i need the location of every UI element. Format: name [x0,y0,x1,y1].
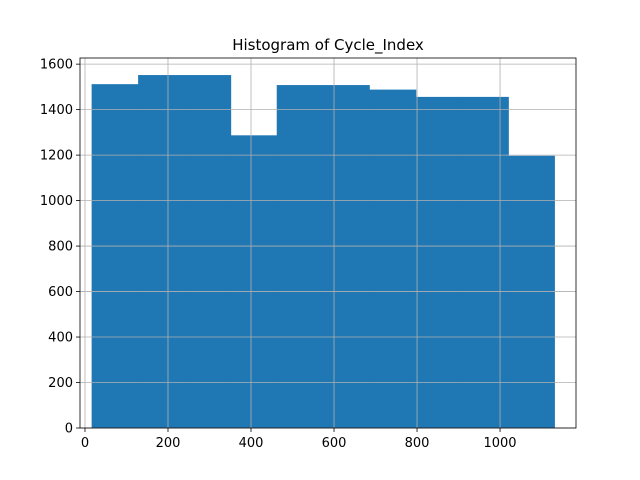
y-tick-label: 0 [65,422,73,437]
histogram-bar [276,85,324,429]
x-tick-label: 0 [81,436,89,451]
y-tick-label: 600 [48,285,73,300]
histogram-bar [230,135,278,428]
histogram-bar [415,96,463,429]
histogram-bar [323,85,370,429]
y-tick-label: 1200 [40,149,73,164]
histogram-bar [91,84,139,428]
y-tick-label: 1000 [40,194,73,209]
histogram-bar [184,75,232,428]
x-tick-label: 400 [239,436,264,451]
y-tick-label: 1400 [40,103,73,118]
plot-frame [79,57,577,429]
y-tick-label: 200 [48,376,73,391]
histogram-bar [138,75,185,428]
x-tick-label: 1000 [483,436,516,451]
x-tick-label: 800 [405,436,430,451]
bars-layer [91,75,555,429]
chart-title: Histogram of Cycle_Index [232,36,424,55]
axes-layer: 0 200 400 600 800 1000 0 200 400 600 800 1000 1200 14… [40,57,577,451]
x-tick-label: 200 [156,436,181,451]
y-tick-label: 800 [48,240,73,255]
y-tick-label: 1600 [40,58,73,73]
y-tick-label: 400 [48,331,73,346]
x-tick-label: 600 [322,436,347,451]
histogram-bar [461,96,509,429]
histogram-bar [369,89,417,429]
